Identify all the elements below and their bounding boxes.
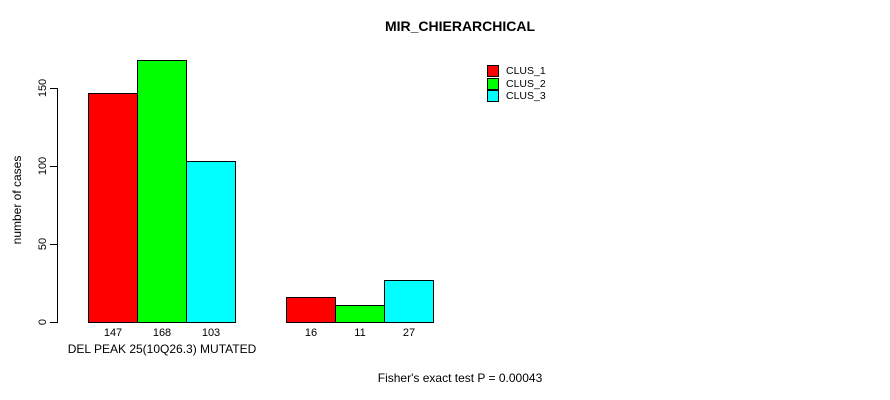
bar-value-label: 16	[304, 327, 318, 339]
y-tick-label: 0	[37, 318, 49, 326]
legend-row: CLUS_1	[487, 65, 546, 78]
bar-value-label: 168	[152, 327, 172, 339]
y-tick	[50, 166, 57, 167]
legend-row: CLUS_2	[487, 77, 546, 91]
legend-label: CLUS_3	[506, 90, 546, 103]
legend-row: CLUS_3	[487, 90, 546, 103]
bar-clus_2-group2	[335, 305, 385, 323]
bar-value-label: 147	[103, 327, 123, 339]
fisher-test-annotation: Fisher's exact test P = 0.00043	[377, 371, 543, 385]
x-category-label: DEL PEAK 25(10Q26.3) MUTATED	[67, 342, 257, 356]
bar-clus_1-group2	[286, 297, 336, 323]
legend: CLUS_1 CLUS_2 CLUS_3	[487, 65, 546, 103]
y-tick	[50, 88, 57, 89]
legend-swatch-clus_3	[487, 90, 499, 103]
bar-clus_3-group1	[186, 161, 236, 323]
y-tick-label: 50	[37, 237, 49, 251]
y-tick	[50, 322, 57, 323]
bar-clus_3-group2	[384, 280, 434, 323]
y-tick-label: 100	[37, 156, 49, 176]
bar-value-label: 11	[354, 327, 366, 339]
legend-label: CLUS_2	[506, 77, 546, 90]
y-tick	[50, 244, 57, 245]
bar-clus_2-group1	[137, 60, 187, 323]
legend-label: CLUS_1	[506, 65, 546, 78]
chart-title: MIR_CHIERARCHICAL	[384, 18, 536, 34]
y-tick-label: 150	[37, 78, 49, 98]
bar-value-label: 27	[402, 327, 416, 339]
bar-value-label: 103	[201, 327, 221, 339]
legend-swatch-clus_2	[487, 77, 499, 90]
legend-swatch-clus_1	[487, 65, 499, 78]
y-axis-line	[57, 88, 58, 323]
y-axis-label: number of cases	[10, 155, 24, 245]
bar-clus_1-group1	[88, 93, 138, 323]
